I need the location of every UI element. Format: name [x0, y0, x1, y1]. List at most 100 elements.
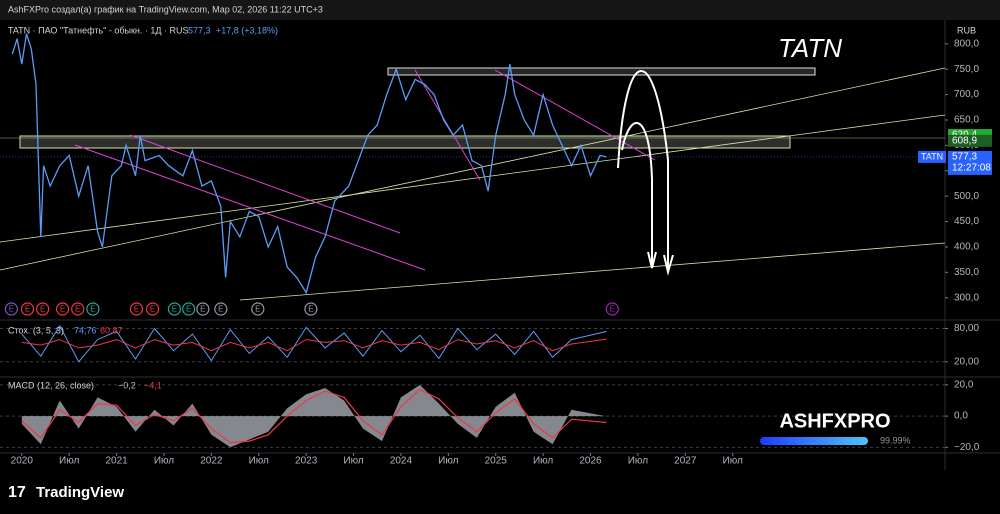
- signal-line: [21, 388, 607, 444]
- event-marker: E: [182, 302, 196, 316]
- event-label: E: [610, 305, 615, 314]
- event-label: E: [9, 305, 14, 314]
- event-circle: [304, 302, 318, 316]
- event-marker: E: [146, 302, 160, 316]
- y-tick-label: 450,0: [954, 216, 979, 227]
- x-tick-label: 2027: [674, 456, 697, 467]
- trend-line: [494, 69, 656, 161]
- y-tick-label: 300,0: [954, 292, 979, 303]
- support-zone: [19, 135, 791, 149]
- trend-line: [129, 134, 401, 234]
- x-tick-label: Июл: [154, 456, 174, 467]
- y-tick-label: 650,0: [954, 115, 979, 126]
- x-tick-label: Июл: [723, 456, 743, 467]
- price-line: [11, 33, 607, 295]
- footer: [0, 470, 1000, 514]
- y-tick-label: 350,0: [954, 267, 979, 278]
- trend-line: [0, 114, 946, 243]
- price-tag-label: 577,3: [952, 152, 977, 163]
- price-tag: [948, 134, 992, 147]
- y-tick-label: −20,0: [954, 442, 980, 453]
- credit: AshFXPro создал(а) график на TradingView…: [8, 4, 323, 14]
- event-marker: E: [86, 302, 100, 316]
- event-marker: E: [55, 302, 70, 316]
- event-marker: E: [4, 302, 18, 316]
- x-tick-label: 2021: [105, 456, 128, 467]
- event-label: E: [134, 305, 139, 314]
- indicator-line: [21, 324, 607, 363]
- event-label: E: [186, 305, 191, 314]
- last-price: 577,3: [188, 25, 211, 35]
- y-tick-label: 800,0: [954, 38, 979, 49]
- x-tick-label: Июл: [438, 456, 458, 467]
- x-tick-label: Июл: [59, 456, 79, 467]
- indicator-title: MACD (12, 26, close): [8, 380, 94, 390]
- currency: RUB: [957, 25, 976, 35]
- y-tick-label: 500,0: [954, 191, 979, 202]
- trend-line: [239, 242, 946, 301]
- event-circle: [4, 302, 18, 316]
- event-label: E: [218, 305, 223, 314]
- event-label: E: [150, 305, 155, 314]
- event-label: E: [40, 305, 45, 314]
- indicator-value: 60,87: [100, 325, 123, 335]
- y-tick-label: 700,0: [954, 89, 979, 100]
- y-tick-label: 750,0: [954, 64, 979, 75]
- event-marker: E: [251, 302, 265, 316]
- event-circle: [251, 302, 265, 316]
- progress-label: 99.99%: [880, 435, 911, 445]
- arrow-head: [663, 254, 674, 276]
- event-marker: E: [71, 302, 85, 316]
- x-tick-label: 2022: [200, 456, 223, 467]
- x-tick-label: 2023: [295, 456, 318, 467]
- event-marker: E: [20, 302, 35, 316]
- event-circle: [86, 302, 100, 316]
- drawings: [0, 67, 946, 301]
- indicator-value: −4,1: [144, 380, 162, 390]
- x-tick-label: Июл: [533, 456, 553, 467]
- footer-logo: 17: [8, 484, 26, 501]
- x-tick-label: 2025: [485, 456, 508, 467]
- symbol-legend: TATN · ПАО "Татнефть" - обыкн. · 1Д · RU…: [8, 25, 188, 35]
- indicator-value: −0,2: [118, 380, 136, 390]
- event-circle: [167, 302, 182, 316]
- x-tick-label: 2026: [579, 456, 602, 467]
- event-label: E: [255, 305, 260, 314]
- y-tick-label: 400,0: [954, 242, 979, 253]
- event-marker: E: [214, 302, 228, 316]
- price-change: +17,8 (+3,18%): [216, 25, 278, 35]
- macd-area: [21, 384, 607, 448]
- x-tick-label: Июл: [628, 456, 648, 467]
- price-tag-countdown: 12:27:08: [952, 163, 991, 174]
- symbol-tag: [918, 150, 946, 163]
- event-label: E: [308, 305, 313, 314]
- event-circle: [71, 302, 85, 316]
- progress-bar: [760, 437, 868, 445]
- arrow-head: [647, 251, 657, 269]
- event-label: E: [200, 305, 205, 314]
- trend-line: [414, 69, 481, 181]
- event-label: E: [60, 305, 65, 314]
- event-label: E: [75, 305, 80, 314]
- event-marker: E: [36, 302, 50, 316]
- event-circle: [20, 302, 35, 316]
- x-tick-label: Июл: [343, 456, 363, 467]
- event-marker: E: [605, 302, 619, 316]
- price-tag: [948, 150, 992, 175]
- event-circle: [129, 302, 144, 316]
- watermark-brand: ASHFXPRO: [779, 410, 890, 432]
- x-tick-label: Июл: [249, 456, 269, 467]
- event-circle: [182, 302, 196, 316]
- symbol-tag-label: TATN: [921, 151, 943, 161]
- footer-brand: TradingView: [36, 484, 124, 501]
- event-circle: [146, 302, 160, 316]
- resistance-zone: [387, 67, 816, 76]
- y-tick-label: 80,00: [954, 323, 979, 334]
- event-circle: [196, 302, 210, 316]
- event-label: E: [172, 305, 177, 314]
- indicator-value: 74,76: [74, 325, 97, 335]
- chart-title: TATN: [778, 33, 842, 63]
- x-tick-label: 2024: [390, 456, 413, 467]
- arrow: [621, 122, 653, 268]
